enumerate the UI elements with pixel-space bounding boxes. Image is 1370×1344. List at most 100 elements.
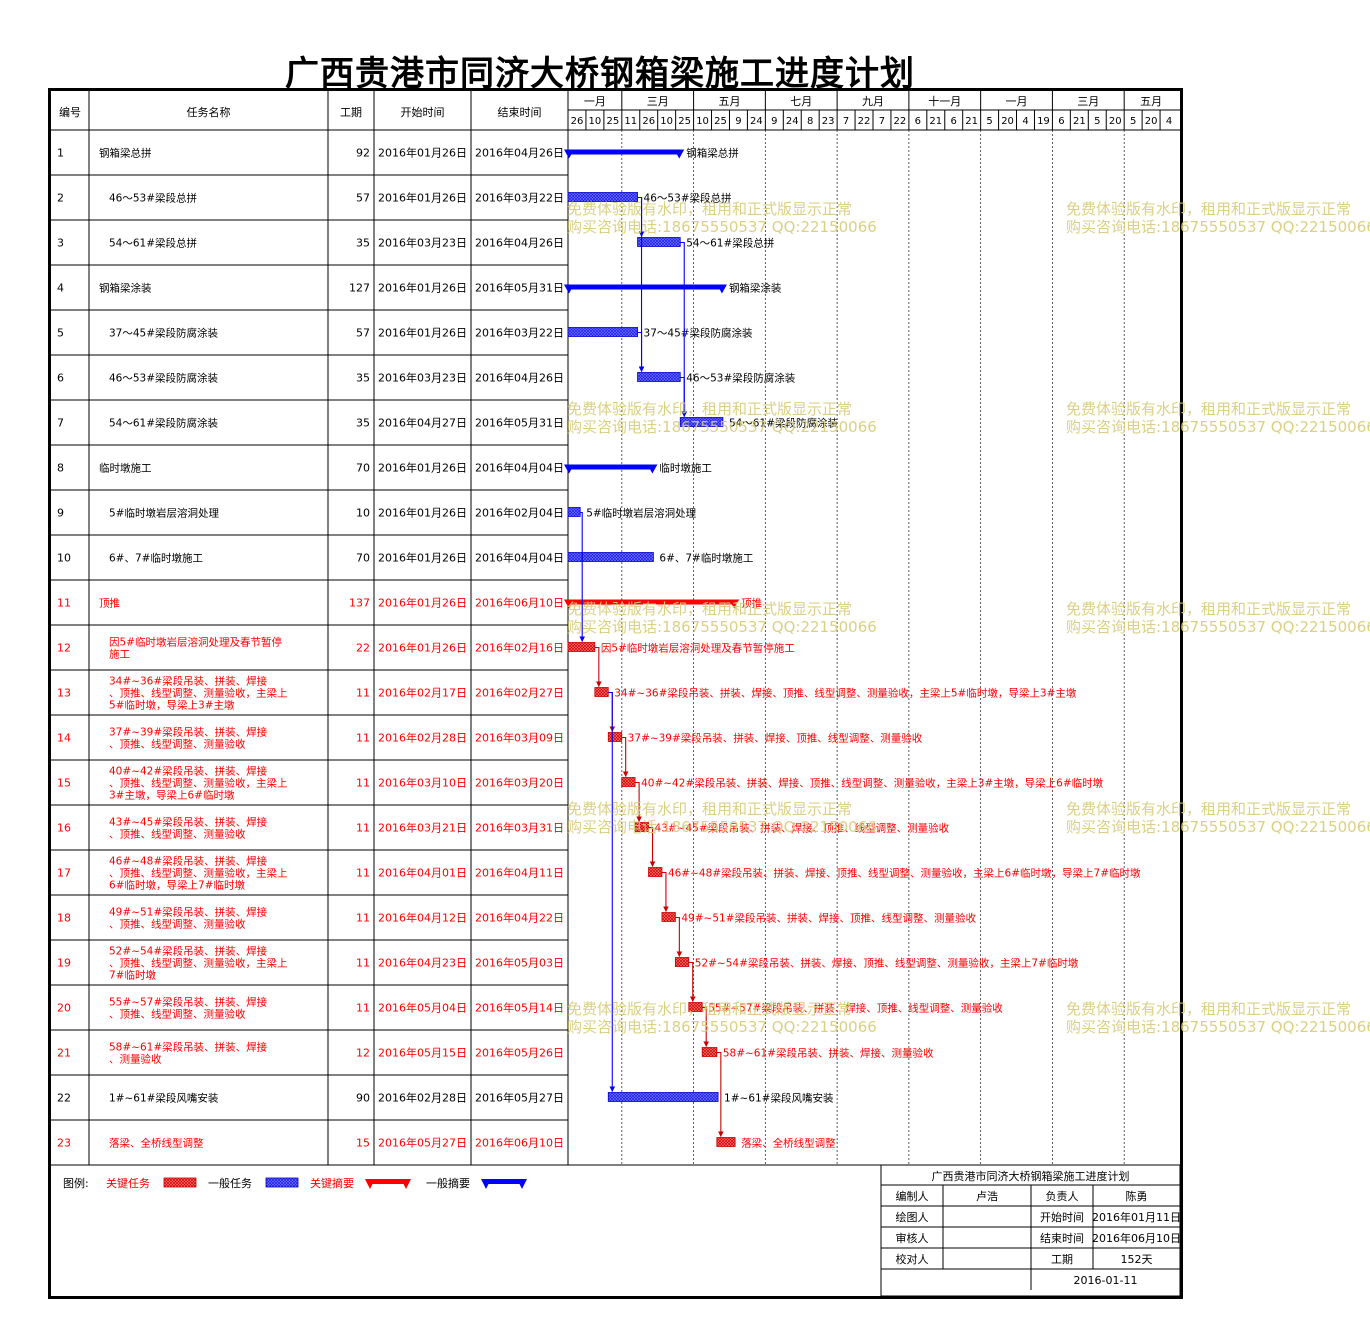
day-tick-label: 21 [1073, 116, 1086, 127]
month-label: 九月 [862, 95, 884, 108]
task-start: 2016年02月28日 [378, 1091, 467, 1105]
task-name: 55#~57#梁段吊装、拼装、焊接、顶推、线型调整、测量验收 [109, 996, 268, 1021]
task-name: 40#~42#梁段吊装、拼装、焊接、顶推、线型调整、测量验收，主梁上 3#主墩，导… [109, 765, 288, 802]
task-id: 16 [57, 822, 71, 835]
end-header: 结束时间 [498, 106, 542, 119]
legend-summary-cap [401, 1179, 411, 1189]
watermark-5: 免费体验版有水印，租用和正式版显示正常 购买咨询电话:18675550537 QQ… [567, 600, 877, 636]
task-duration: 35 [356, 237, 370, 250]
bar-label: 37#~39#梁段吊装、拼装、焊接、顶推、线型调整、测量验收 [628, 732, 923, 745]
task-end: 2016年05月03日 [475, 956, 564, 970]
task-id: 9 [57, 507, 64, 520]
task-end: 2016年06月10日 [475, 596, 564, 610]
summary-bar-start-cap [564, 464, 574, 474]
watermark-7: 免费体验版有水印，租用和正式版显示正常 购买咨询电话:18675550537 QQ… [567, 800, 877, 836]
task-bar [661, 912, 676, 922]
watermark-2: 免费体验版有水印，租用和正式版显示正常 购买咨询电话:18675550537 QQ… [1066, 200, 1370, 236]
bar-label: 34#~36#梁段吊装、拼装、焊接、顶推、线型调整、测量验收，主梁上5#临时墩，… [614, 687, 1077, 700]
day-tick-label: 25 [678, 116, 691, 127]
task-name: 钢箱梁涂装 [99, 282, 152, 295]
task-start: 2016年01月26日 [378, 461, 467, 475]
day-tick-label: 24 [750, 116, 763, 127]
task-end: 2016年03月31日 [475, 821, 564, 835]
day-tick-label: 10 [589, 116, 602, 127]
day-tick-label: 9 [735, 116, 741, 127]
task-bar [701, 1047, 718, 1057]
task-end: 2016年04月26日 [475, 371, 564, 385]
dependency-link [688, 961, 696, 1003]
task-duration: 12 [356, 1047, 370, 1060]
task-start: 2016年01月26日 [378, 641, 467, 655]
watermark-4: 免费体验版有水印，租用和正式版显示正常 购买咨询电话:18675550537 QQ… [1066, 400, 1370, 436]
day-tick-label: 6 [1058, 116, 1064, 127]
watermark-3: 免费体验版有水印，租用和正式版显示正常 购买咨询电话:18675550537 QQ… [567, 400, 877, 436]
task-id: 22 [57, 1092, 71, 1105]
summary-bar-end-cap [674, 149, 685, 159]
task-end: 2016年02月04日 [475, 506, 564, 520]
task-end: 2016年04月26日 [475, 236, 564, 250]
summary-bar [568, 284, 723, 290]
task-id: 19 [57, 957, 71, 970]
info-cell: 负责人 [1046, 1189, 1079, 1203]
day-tick-label: 23 [822, 116, 835, 127]
task-end: 2016年02月16日 [475, 641, 564, 655]
task-start: 2016年03月21日 [378, 821, 467, 835]
info-cell: 工期 [1051, 1253, 1073, 1266]
task-bar [594, 687, 609, 697]
task-duration: 15 [356, 1137, 370, 1150]
bar-label: 钢箱梁涂装 [729, 282, 782, 295]
day-tick-label: 4 [1166, 116, 1172, 127]
bar-label: 顶推 [741, 597, 762, 610]
info-cell: 绘图人 [896, 1210, 929, 1224]
task-bar [679, 417, 724, 427]
day-tick-label: 25 [606, 116, 619, 127]
dependency-link [637, 196, 645, 373]
task-end: 2016年04月22日 [475, 911, 564, 925]
summary-bar-end-cap [729, 599, 740, 609]
task-start: 2016年04月27日 [378, 416, 467, 430]
info-cell: 校对人 [896, 1252, 929, 1266]
day-tick-label: 9 [771, 116, 777, 127]
day-tick-label: 25 [714, 116, 727, 127]
day-tick-label: 7 [879, 116, 885, 127]
task-name: 52#~54#梁段吊装、拼装、焊接、顶推、线型调整、测量验收，主梁上 7#临时墩 [109, 945, 288, 982]
task-id: 11 [57, 597, 71, 610]
task-duration: 11 [356, 822, 370, 835]
task-duration: 11 [356, 777, 370, 790]
info-cell: 2016年06月10日 [1092, 1231, 1180, 1245]
task-end: 2016年05月26日 [475, 1046, 564, 1060]
summary-bar [568, 149, 681, 155]
task-bar [716, 1137, 736, 1147]
task-id: 4 [57, 282, 64, 295]
dependency-link [579, 511, 585, 643]
task-start: 2016年04月23日 [378, 956, 467, 970]
task-start: 2016年05月04日 [378, 1001, 467, 1015]
task-end: 2016年05月31日 [475, 281, 564, 295]
task-duration: 70 [356, 552, 370, 565]
info-cell: 陈勇 [1126, 1189, 1148, 1203]
info-cell: 152天 [1121, 1253, 1153, 1266]
task-duration: 11 [356, 867, 370, 880]
dependency-link [594, 646, 602, 688]
task-start: 2016年05月15日 [378, 1046, 467, 1060]
day-tick-label: 19 [1037, 116, 1050, 127]
id-header: 编号 [59, 105, 81, 119]
task-bar [607, 732, 623, 742]
task-end: 2016年04月11日 [475, 866, 564, 880]
day-tick-label: 6 [951, 116, 957, 127]
task-start: 2016年01月26日 [378, 551, 467, 565]
chart-title: 广西贵港市同济大桥钢箱梁施工进度计划 [285, 54, 915, 94]
task-end: 2016年02月27日 [475, 686, 564, 700]
bar-label: 5#临时墩岩层溶洞处理 [586, 507, 696, 520]
task-duration: 35 [356, 372, 370, 385]
day-tick-label: 20 [1109, 116, 1122, 127]
task-name: 43#~45#梁段吊装、拼装、焊接、顶推、线型调整、测量验收 [109, 816, 268, 841]
dependency-link [608, 691, 616, 733]
legend-task-swatch [265, 1177, 299, 1188]
summary-bar-end-cap [647, 464, 658, 474]
task-end: 2016年05月31日 [475, 416, 564, 430]
legend-summary-cap [481, 1179, 491, 1189]
task-duration: 70 [356, 462, 370, 475]
task-start: 2016年02月17日 [378, 686, 467, 700]
